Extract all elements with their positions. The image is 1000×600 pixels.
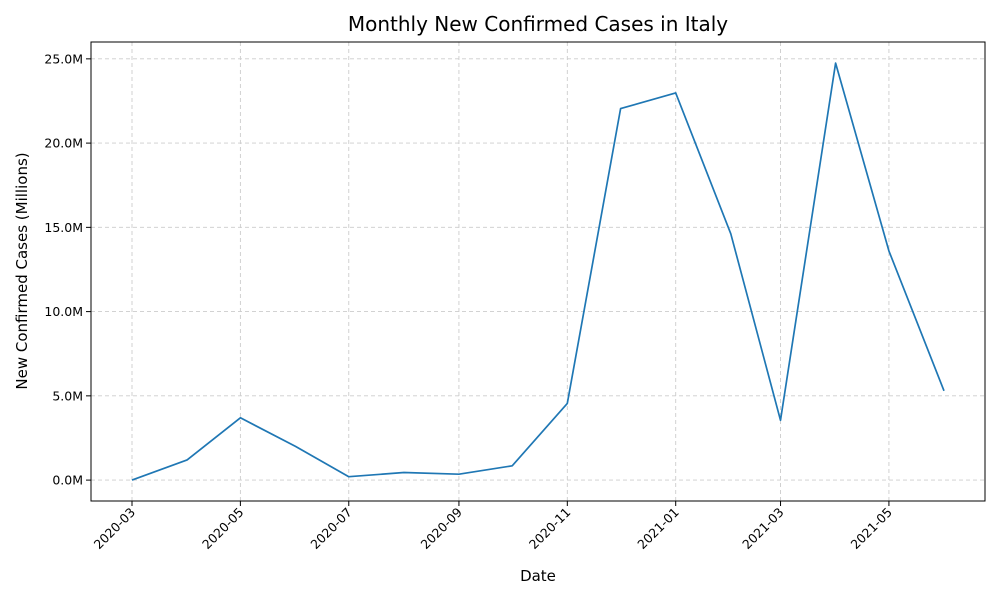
- y-tick-label: 10.0M: [44, 304, 83, 319]
- x-tick-label: 2020-11: [526, 505, 574, 553]
- y-tick-label: 5.0M: [52, 388, 83, 403]
- y-axis-ticks: 0.0M 5.0M 10.0M 15.0M 20.0M 25.0M: [44, 51, 91, 488]
- y-tick-label: 0.0M: [52, 473, 83, 488]
- grid: [91, 42, 985, 501]
- plot-frame: [90, 41, 986, 502]
- series-layer: [131, 62, 945, 481]
- x-tick-label: 2020-07: [307, 505, 355, 553]
- y-tick-label: 25.0M: [44, 51, 83, 66]
- x-tick-label: 2021-03: [739, 505, 787, 553]
- x-tick-label: 2021-01: [634, 505, 682, 553]
- y-tick-label: 20.0M: [44, 136, 83, 151]
- x-tick-label: 2020-03: [91, 505, 139, 553]
- y-tick-label: 15.0M: [44, 220, 83, 235]
- x-tick-label: 2021-05: [847, 505, 895, 553]
- series-line: [131, 62, 945, 481]
- x-tick-label: 2020-05: [199, 505, 247, 553]
- x-tick-label: 2020-09: [418, 504, 466, 552]
- x-axis-label: Date: [520, 567, 556, 585]
- x-axis-ticks: 2020-03 2020-05 2020-07 2020-09 2020-11 2021-…: [91, 501, 895, 552]
- chart-title: Monthly New Confirmed Cases in Italy: [348, 12, 728, 36]
- y-axis-label: New Confirmed Cases (Millions): [13, 152, 31, 389]
